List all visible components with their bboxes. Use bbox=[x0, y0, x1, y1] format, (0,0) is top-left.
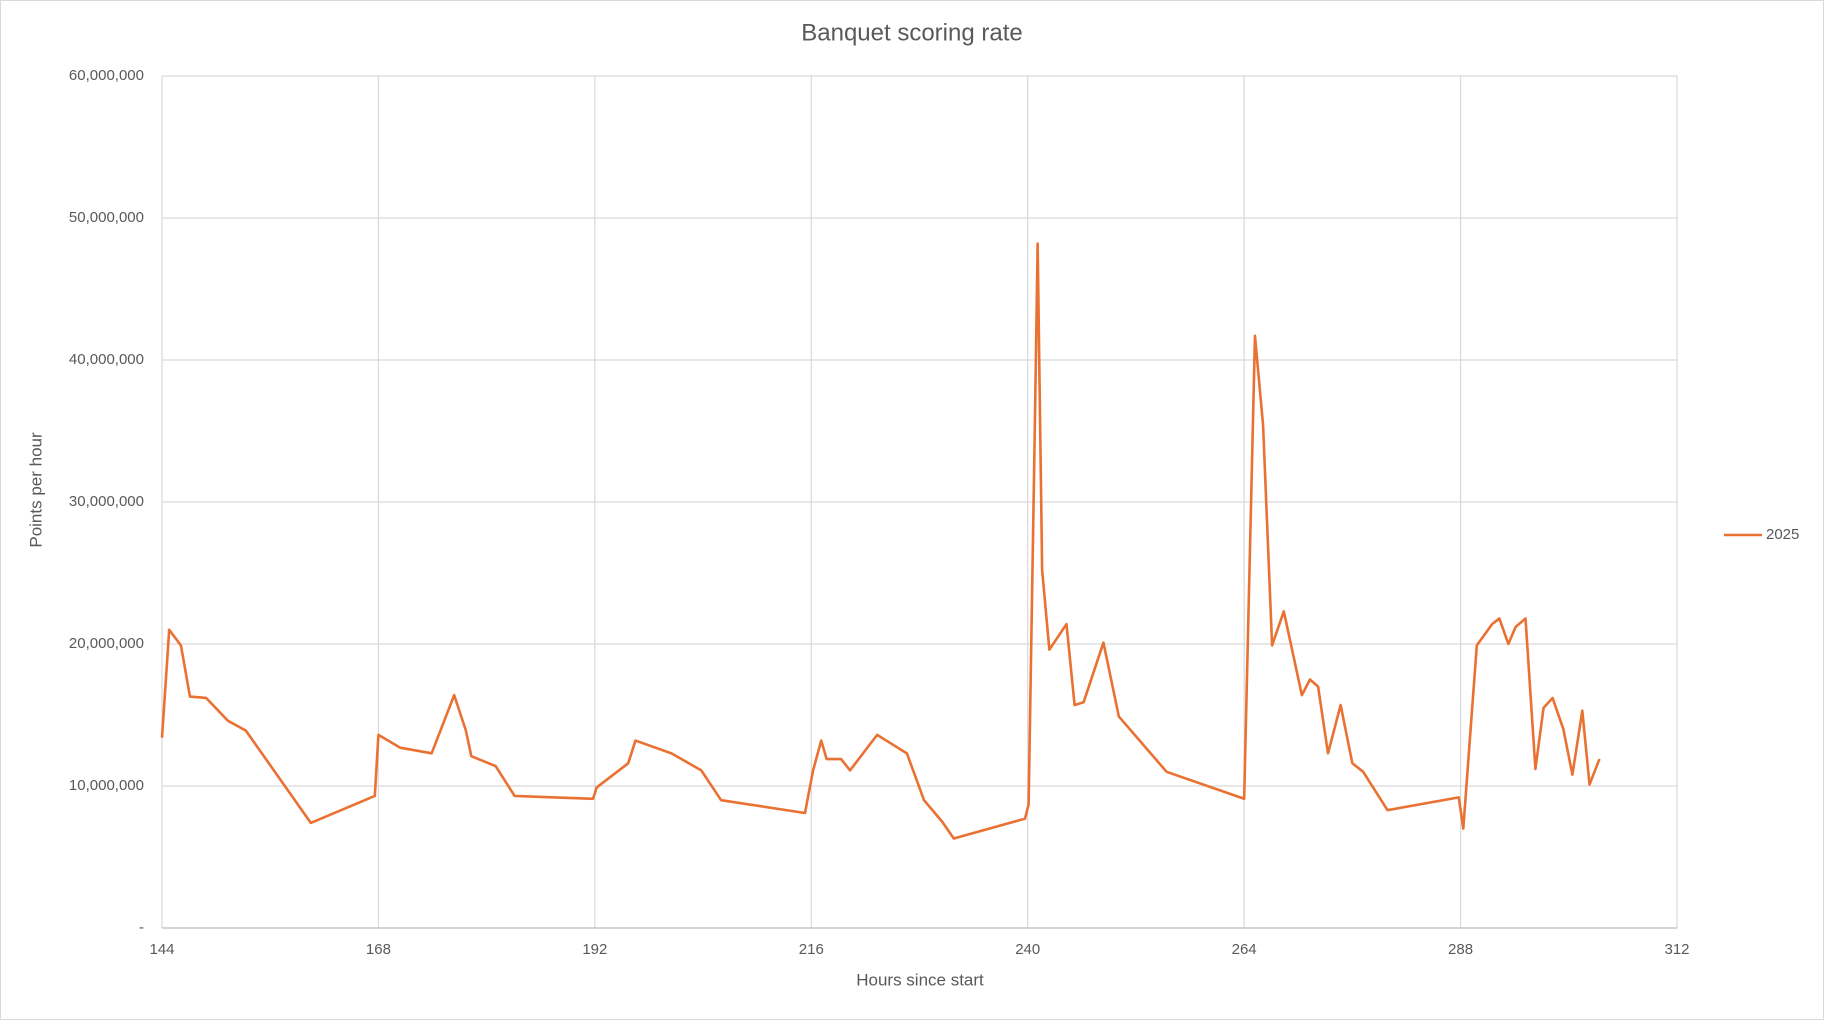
x-tick-label: 192 bbox=[582, 941, 607, 958]
y-tick-label: 10,000,000 bbox=[69, 777, 144, 794]
y-tick-label: 60,000,000 bbox=[69, 67, 144, 84]
y-axis-title: Points per hour bbox=[26, 432, 45, 548]
y-tick-label: - bbox=[139, 919, 144, 936]
x-tick-label: 216 bbox=[799, 941, 824, 958]
x-axis-title: Hours since start bbox=[856, 970, 984, 989]
y-tick-label: 30,000,000 bbox=[69, 493, 144, 510]
legend-label: 2025 bbox=[1766, 526, 1799, 543]
y-tick-label: 50,000,000 bbox=[69, 209, 144, 226]
x-tick-label: 264 bbox=[1232, 941, 1257, 958]
x-tick-label: 312 bbox=[1664, 941, 1689, 958]
chart-title: Banquet scoring rate bbox=[801, 19, 1022, 46]
y-tick-label: 20,000,000 bbox=[69, 635, 144, 652]
x-tick-label: 144 bbox=[149, 941, 174, 958]
data-line bbox=[160, 242, 1601, 840]
x-tick-label: 168 bbox=[366, 941, 391, 958]
x-tick-label: 240 bbox=[1015, 941, 1040, 958]
y-tick-label: 40,000,000 bbox=[69, 351, 144, 368]
x-tick-label: 288 bbox=[1448, 941, 1473, 958]
